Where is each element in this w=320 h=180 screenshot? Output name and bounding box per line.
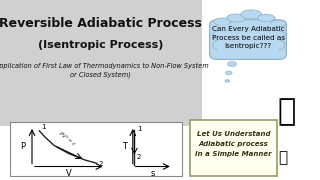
Circle shape (225, 80, 229, 82)
FancyBboxPatch shape (0, 0, 202, 126)
FancyBboxPatch shape (218, 24, 278, 55)
Text: 2: 2 (137, 154, 141, 160)
Text: V: V (66, 169, 72, 178)
Ellipse shape (213, 31, 226, 41)
Text: 2: 2 (98, 161, 103, 167)
Text: 1: 1 (137, 126, 141, 132)
FancyBboxPatch shape (210, 20, 286, 59)
Ellipse shape (241, 10, 262, 19)
Text: s: s (151, 169, 155, 178)
Text: 1: 1 (41, 124, 45, 130)
FancyBboxPatch shape (190, 120, 277, 176)
Ellipse shape (271, 20, 286, 27)
FancyBboxPatch shape (10, 122, 182, 176)
Text: T: T (122, 142, 127, 151)
Ellipse shape (272, 31, 285, 41)
Text: (Isentropic Process): (Isentropic Process) (38, 40, 164, 50)
Text: (Application of First Law of Thermodynamics to Non-Flow System
or Closed System): (Application of First Law of Thermodynam… (0, 62, 209, 78)
Text: 🤔: 🤔 (277, 97, 296, 126)
Circle shape (226, 71, 232, 75)
Text: $PV^\gamma=c$: $PV^\gamma=c$ (56, 129, 78, 149)
Ellipse shape (213, 40, 226, 50)
Ellipse shape (257, 14, 275, 22)
Circle shape (228, 61, 236, 66)
Ellipse shape (272, 40, 285, 50)
Ellipse shape (227, 14, 246, 22)
Ellipse shape (214, 18, 231, 25)
Text: Let Us Understand
Adiabatic process
In a Simple Manner: Let Us Understand Adiabatic process In a… (195, 131, 272, 157)
Text: Reversible Adiabatic Process: Reversible Adiabatic Process (0, 17, 202, 30)
Text: 🏋️: 🏋️ (279, 151, 288, 166)
Text: P: P (20, 142, 25, 151)
Text: Can Every Adiabatic
Process be called as
Isentropic???: Can Every Adiabatic Process be called as… (212, 26, 284, 49)
